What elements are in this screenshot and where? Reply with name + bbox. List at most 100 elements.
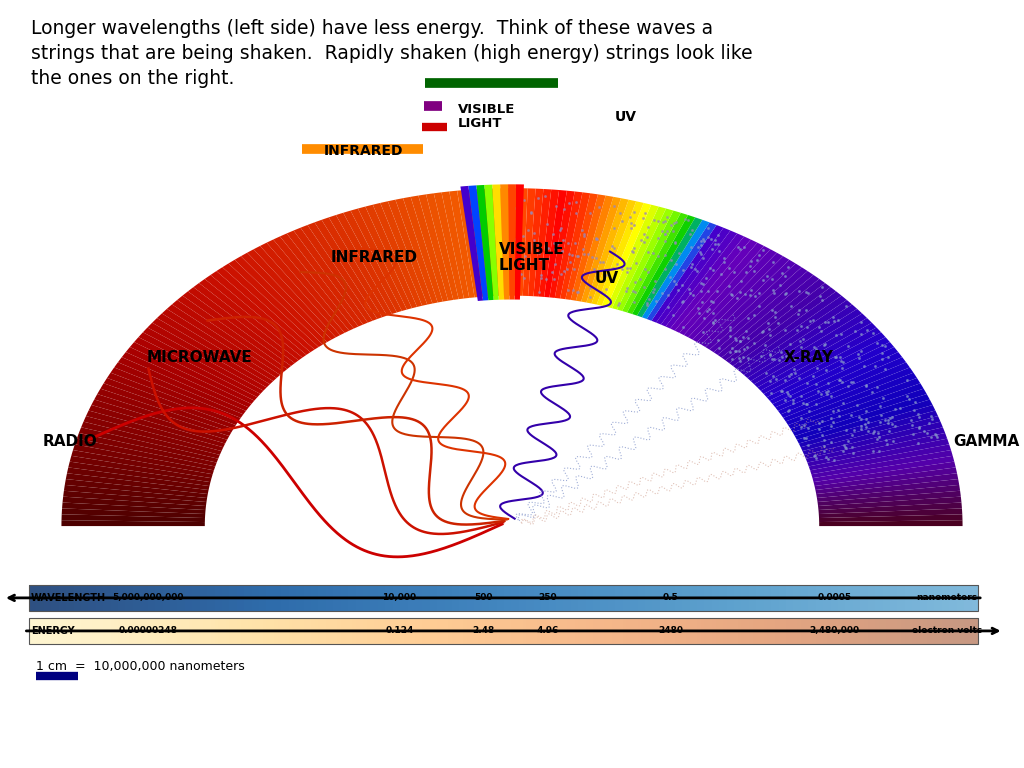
Wedge shape: [811, 450, 952, 478]
Text: MICROWAVE: MICROWAVE: [146, 349, 253, 365]
Wedge shape: [294, 228, 368, 325]
Wedge shape: [103, 378, 236, 429]
Wedge shape: [115, 362, 244, 418]
Wedge shape: [426, 194, 459, 300]
Wedge shape: [692, 253, 783, 342]
Wedge shape: [91, 399, 227, 443]
Wedge shape: [534, 189, 551, 296]
Wedge shape: [65, 479, 208, 498]
Wedge shape: [118, 357, 246, 415]
Text: 0.0005: 0.0005: [817, 594, 852, 602]
Wedge shape: [818, 502, 962, 514]
Wedge shape: [706, 263, 802, 349]
Wedge shape: [718, 275, 819, 358]
Text: RADIO: RADIO: [42, 434, 97, 449]
Wedge shape: [476, 185, 494, 300]
Wedge shape: [336, 213, 397, 314]
Text: 5,000,000,000: 5,000,000,000: [113, 594, 184, 602]
Wedge shape: [72, 450, 213, 478]
Wedge shape: [770, 342, 894, 404]
Text: 500: 500: [474, 594, 493, 602]
Wedge shape: [373, 203, 422, 307]
Wedge shape: [465, 190, 485, 297]
Text: ENERGY: ENERGY: [31, 626, 75, 636]
Wedge shape: [803, 416, 940, 455]
Text: INFRARED: INFRARED: [324, 144, 403, 158]
Wedge shape: [358, 207, 412, 310]
Text: 0.5: 0.5: [663, 594, 679, 602]
Wedge shape: [550, 190, 574, 298]
Wedge shape: [260, 243, 345, 335]
Wedge shape: [797, 399, 933, 443]
Wedge shape: [758, 323, 877, 391]
Wedge shape: [671, 237, 751, 331]
Wedge shape: [688, 250, 777, 339]
Wedge shape: [403, 197, 443, 303]
Wedge shape: [725, 283, 830, 363]
Wedge shape: [450, 190, 474, 298]
Wedge shape: [434, 192, 464, 300]
Wedge shape: [254, 246, 340, 337]
Wedge shape: [73, 445, 214, 475]
Wedge shape: [612, 207, 666, 310]
Wedge shape: [247, 250, 336, 339]
Wedge shape: [473, 189, 490, 296]
Wedge shape: [497, 188, 507, 296]
Wedge shape: [194, 283, 299, 363]
Wedge shape: [783, 367, 913, 422]
Wedge shape: [743, 304, 857, 378]
Wedge shape: [761, 327, 881, 394]
Wedge shape: [819, 520, 963, 526]
Wedge shape: [307, 223, 377, 321]
Wedge shape: [775, 352, 902, 411]
Text: electron volts: electron volts: [912, 627, 982, 635]
Wedge shape: [807, 433, 947, 466]
Wedge shape: [814, 468, 957, 490]
Text: 4.96: 4.96: [537, 627, 559, 635]
Wedge shape: [697, 257, 790, 345]
Text: VISIBLE
LIGHT: VISIBLE LIGHT: [499, 242, 564, 273]
Wedge shape: [581, 197, 621, 303]
Wedge shape: [772, 347, 898, 407]
Wedge shape: [153, 318, 270, 387]
Wedge shape: [754, 318, 871, 387]
Wedge shape: [539, 190, 559, 297]
Wedge shape: [522, 188, 536, 296]
Wedge shape: [788, 378, 921, 429]
Wedge shape: [77, 433, 217, 466]
Wedge shape: [143, 327, 263, 394]
Text: UV: UV: [594, 270, 618, 286]
Wedge shape: [736, 296, 847, 372]
Wedge shape: [300, 225, 373, 323]
Wedge shape: [89, 405, 225, 447]
Text: nanometers: nanometers: [916, 594, 978, 602]
Text: 0.124: 0.124: [385, 627, 414, 635]
Wedge shape: [343, 210, 401, 313]
Wedge shape: [350, 209, 407, 311]
Wedge shape: [815, 473, 958, 494]
Wedge shape: [67, 468, 210, 490]
Wedge shape: [799, 405, 935, 447]
Wedge shape: [740, 300, 852, 375]
Wedge shape: [570, 194, 605, 301]
Wedge shape: [70, 456, 212, 482]
Wedge shape: [130, 342, 254, 404]
Wedge shape: [187, 287, 295, 366]
Wedge shape: [199, 279, 302, 360]
Wedge shape: [751, 313, 867, 384]
Wedge shape: [675, 240, 758, 333]
Wedge shape: [701, 260, 796, 347]
Wedge shape: [488, 188, 502, 296]
Wedge shape: [126, 347, 252, 407]
Wedge shape: [111, 367, 241, 422]
Wedge shape: [795, 394, 930, 440]
Wedge shape: [778, 357, 906, 415]
Text: X-RAY: X-RAY: [784, 349, 834, 365]
Wedge shape: [560, 192, 590, 300]
Wedge shape: [493, 184, 504, 300]
Wedge shape: [729, 287, 837, 366]
Wedge shape: [684, 246, 770, 337]
Wedge shape: [602, 203, 651, 307]
Wedge shape: [793, 389, 927, 436]
Wedge shape: [818, 497, 962, 510]
